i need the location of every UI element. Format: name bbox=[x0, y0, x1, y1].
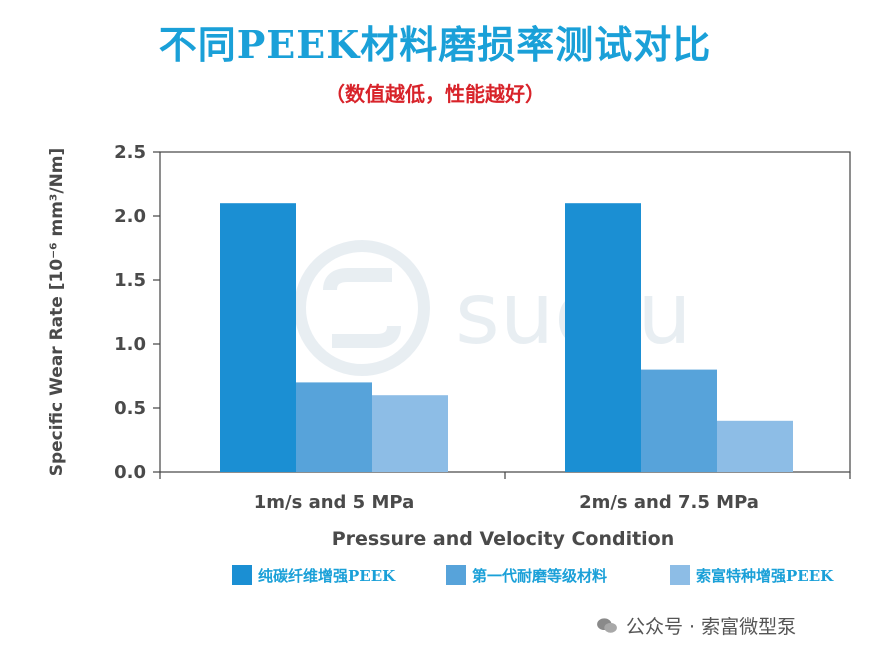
watermark-logo-s2-icon bbox=[332, 325, 401, 348]
y-tick-label-0: 0.0 bbox=[114, 462, 146, 483]
bar-s2-c2 bbox=[641, 369, 717, 472]
x-axis-label: Pressure and Velocity Condition bbox=[332, 528, 675, 550]
bar-s2-c1 bbox=[296, 382, 372, 472]
bar-s1-c2 bbox=[565, 203, 641, 472]
y-tick-label-2: 1.0 bbox=[114, 334, 146, 355]
watermark-logo-s-icon bbox=[323, 268, 392, 291]
footer: 公众号 · 索富微型泵 bbox=[596, 612, 796, 639]
plot-area: 0.0 0.5 1.0 1.5 2.0 2.5 1m/s and 5 MPa 2m/s and… bbox=[47, 142, 851, 550]
legend-swatch-2 bbox=[446, 565, 466, 585]
watermark-logo-icon bbox=[294, 240, 430, 376]
y-axis-label: Specific Wear Rate [10⁻⁶ mm³/Nm] bbox=[47, 148, 67, 477]
chart-title: 不同PEEK材料磨损率测试对比 bbox=[158, 22, 712, 67]
x-category-label-0: 1m/s and 5 MPa bbox=[254, 492, 415, 513]
legend-item-1: 纯碳纤维增强PEEK bbox=[232, 563, 395, 587]
y-tick-label-5: 2.5 bbox=[114, 142, 146, 163]
legend-label-1: 纯碳纤维增强PEEK bbox=[258, 566, 396, 585]
bar-s3-c2 bbox=[717, 420, 793, 472]
legend-swatch-1 bbox=[232, 565, 252, 585]
legend-item-2: 第一代耐磨等级材料 bbox=[446, 563, 607, 587]
wechat-icon bbox=[597, 617, 617, 633]
chart-subtitle: （数值越低，性能越好） bbox=[325, 82, 545, 106]
bar-s3-c1 bbox=[372, 395, 448, 472]
legend-item-3: 索富特种增强PEEK bbox=[670, 563, 833, 587]
y-tick-label-4: 2.0 bbox=[114, 206, 146, 227]
y-tick-label-3: 1.5 bbox=[114, 270, 146, 291]
footer-text: 公众号 · 索富微型泵 bbox=[626, 616, 797, 638]
legend-label-3: 索富特种增强PEEK bbox=[696, 566, 834, 585]
y-tick-label-1: 0.5 bbox=[114, 398, 146, 419]
x-category-label-1: 2m/s and 7.5 MPa bbox=[579, 492, 759, 513]
bar-s1-c1 bbox=[220, 203, 296, 472]
legend-label-2: 第一代耐磨等级材料 bbox=[472, 566, 608, 585]
legend-swatch-3 bbox=[670, 565, 690, 585]
